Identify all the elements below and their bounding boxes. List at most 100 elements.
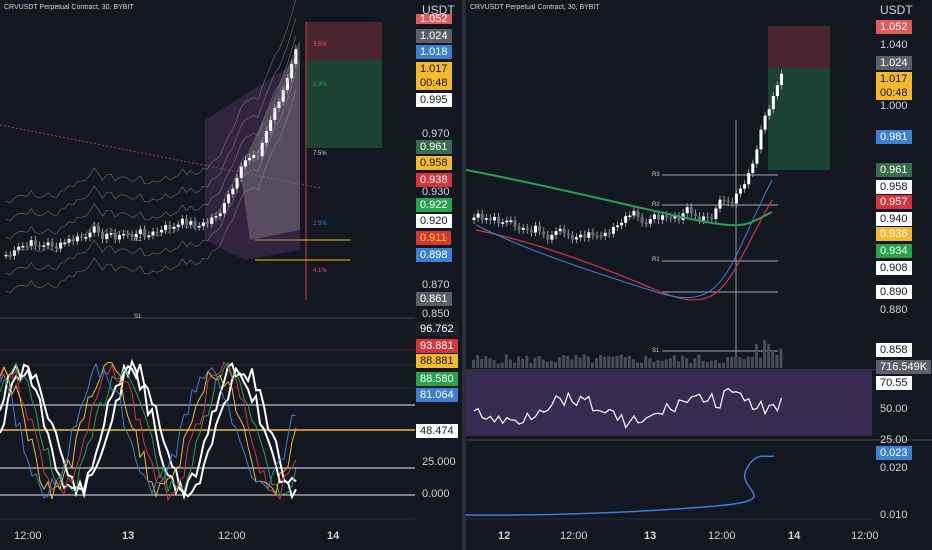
volume-bar	[533, 357, 537, 368]
volume-bar	[627, 355, 631, 368]
left-pivot-label: R1	[134, 237, 142, 243]
volume-bar	[664, 359, 668, 368]
candle-body	[113, 233, 117, 240]
candle-body	[505, 220, 509, 223]
candle-body	[509, 220, 513, 222]
volume-bar	[562, 355, 566, 368]
candle-body	[575, 237, 578, 240]
volume-bar	[586, 356, 590, 368]
candle-body	[269, 119, 273, 131]
right-price-label: 0.958	[876, 180, 912, 194]
ma-line	[475, 199, 773, 301]
right-chart[interactable]: CRVUSDT Perpetual Contract, 30, BYBIT US…	[466, 0, 932, 550]
candle-body	[759, 129, 763, 150]
left-price-label: 0.922	[416, 198, 452, 212]
right-price-label: 0.961	[876, 163, 912, 177]
candle-body	[96, 226, 100, 233]
left-osc-tick: 25.000	[422, 456, 456, 468]
candle-body	[517, 226, 521, 230]
candle-body	[235, 177, 239, 189]
candle-body	[632, 210, 636, 216]
osc-line	[0, 361, 297, 502]
right-indicator-tick: 0.020	[880, 462, 908, 474]
volume-bar	[549, 360, 553, 368]
left-osc-label: 81.064	[416, 388, 458, 402]
candle-body	[71, 238, 75, 242]
left-currency-label[interactable]: USDT	[422, 3, 455, 17]
candle-body	[661, 215, 665, 220]
right-indicator-tick: 0.010	[880, 509, 908, 521]
candle-body	[493, 216, 496, 221]
volume-bar	[754, 344, 758, 368]
candle-body	[172, 226, 176, 229]
candle-body	[714, 208, 718, 219]
candle-body	[558, 228, 562, 232]
volume-bar	[693, 358, 697, 368]
candle-body	[256, 154, 260, 157]
candle-body	[248, 157, 252, 161]
right-price-tick: 1.000	[880, 100, 908, 112]
candle-body	[677, 216, 681, 220]
candle-body	[657, 214, 660, 220]
candle-body	[730, 202, 734, 204]
candle-body	[218, 213, 222, 217]
volume-bar	[582, 354, 586, 368]
candle-body	[488, 218, 492, 221]
candle-body	[180, 218, 184, 225]
candle-body	[739, 188, 742, 194]
candle-body	[222, 203, 226, 214]
volume-bar	[656, 360, 660, 368]
chart-divider[interactable]	[462, 0, 466, 550]
volume-bar	[537, 356, 541, 368]
candle-body	[109, 233, 113, 235]
candle-body	[138, 229, 142, 234]
candle-body	[640, 216, 644, 223]
volume-bar	[611, 356, 615, 368]
left-price-label: 0.961	[416, 140, 452, 154]
candle-body	[595, 235, 599, 238]
volume-bar	[648, 358, 652, 368]
left-osc-label: 48.474	[416, 424, 458, 438]
candle-body	[599, 235, 603, 238]
right-x-label: 12	[498, 530, 511, 542]
left-pivot-label: S1	[134, 314, 142, 320]
ma-line	[466, 169, 773, 227]
left-osc-tick: 0.000	[422, 488, 450, 500]
right-price-label: 0.940	[876, 212, 912, 226]
left-chart[interactable]: CRVUSDT Perpetual Contract, 30, BYBIT US…	[0, 0, 462, 550]
candle-body	[277, 101, 281, 109]
candle-body	[63, 242, 67, 245]
osc-line	[0, 358, 297, 501]
band-line	[5, 35, 297, 240]
right-chart-title: CRVUSDT Perpetual Contract, 30, BYBIT	[470, 4, 600, 11]
left-chart-canvas[interactable]	[0, 0, 462, 550]
volume-bar	[570, 359, 574, 368]
candle-body	[628, 215, 632, 217]
left-price-label: 1.052	[416, 14, 452, 25]
candle-body	[285, 78, 289, 91]
right-rsi-tick: 50.00	[880, 403, 908, 415]
right-x-label: 14	[788, 530, 801, 542]
candle-body	[88, 232, 92, 238]
candle-body	[231, 188, 235, 195]
right-price-label: 1.052	[876, 20, 912, 34]
volume-bar	[541, 359, 545, 368]
left-price-label: 0.995	[416, 93, 452, 107]
right-currency-label[interactable]: USDT	[880, 3, 913, 17]
candle-body	[185, 218, 189, 225]
candle-body	[281, 90, 285, 102]
volume-bar	[525, 355, 529, 368]
candle-body	[227, 194, 231, 204]
candle-body	[734, 193, 738, 204]
left-price-label: 0.911	[416, 231, 451, 245]
candle-body	[472, 217, 476, 220]
candle-body	[644, 222, 648, 225]
right-chart-canvas[interactable]	[466, 0, 932, 550]
candle-body	[176, 224, 180, 227]
volume-bar	[513, 362, 516, 368]
candle-body	[480, 213, 484, 220]
left-x-label: 14	[327, 530, 340, 542]
volume-bar	[566, 356, 570, 368]
volume-bar	[734, 356, 738, 368]
right-countdown-label: 00:48	[876, 86, 912, 100]
